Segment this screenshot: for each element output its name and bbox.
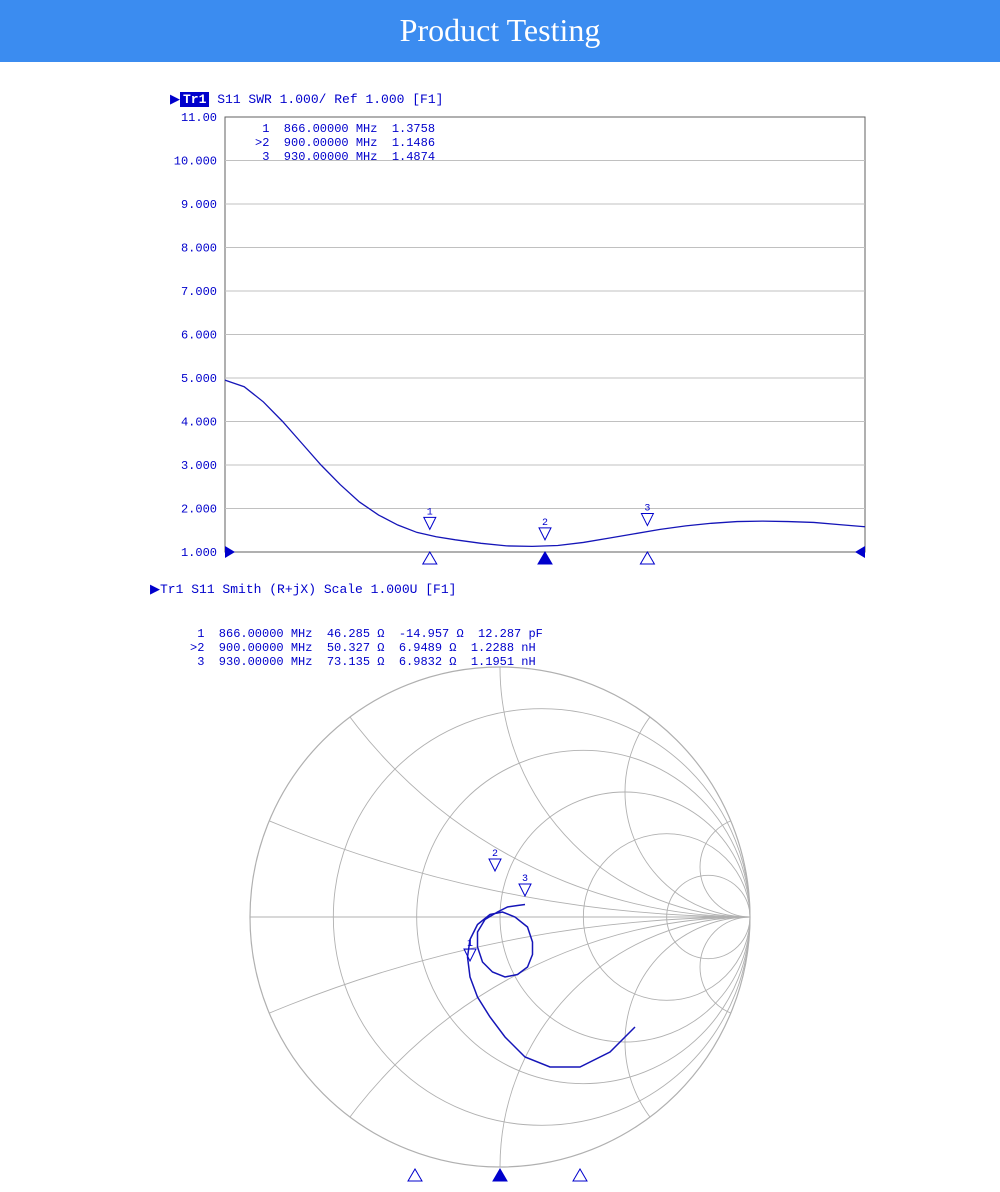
svg-text:5.000: 5.000	[181, 372, 217, 386]
svg-text:7.000: 7.000	[181, 285, 217, 299]
smith-chart-title: ▶Tr1 S11 Smith (R+jX) Scale 1.000U [F1]	[150, 582, 950, 597]
svg-text:1: 1	[467, 939, 473, 950]
svg-text:3: 3	[522, 874, 528, 885]
title-arrow-icon: ▶	[150, 582, 160, 597]
swr-title-text: S11 SWR 1.000/ Ref 1.000 [F1]	[217, 92, 443, 107]
smith-title-text: S11 Smith (R+jX) Scale 1.000U [F1]	[191, 582, 456, 597]
svg-text:10.000: 10.000	[174, 155, 217, 169]
svg-text:2: 2	[492, 849, 498, 860]
trace-badge: Tr1	[180, 92, 209, 107]
title-arrow-icon: ▶	[170, 92, 180, 107]
svg-text:4.000: 4.000	[181, 416, 217, 430]
smith-chart: 123 1 866.00000 MHz 46.285 Ω -14.957 Ω 1…	[150, 627, 850, 1167]
swr-chart-title: ▶Tr1 S11 SWR 1.000/ Ref 1.000 [F1]	[170, 92, 950, 107]
page-header-banner: Product Testing	[0, 0, 1000, 62]
svg-text:2.000: 2.000	[181, 503, 217, 517]
svg-text:1.000: 1.000	[181, 546, 217, 560]
smith-chart-svg: 123 1 866.00000 MHz 46.285 Ω -14.957 Ω 1…	[150, 627, 850, 1187]
swr-chart-container: ▶Tr1 S11 SWR 1.000/ Ref 1.000 [F1] 1.000…	[0, 62, 1000, 572]
page-title: Product Testing	[400, 12, 601, 48]
trace-badge: Tr1	[160, 582, 183, 597]
svg-text:9.000: 9.000	[181, 198, 217, 212]
svg-text:11.00: 11.00	[181, 112, 217, 125]
svg-text:8.000: 8.000	[181, 242, 217, 256]
svg-text:3: 3	[644, 504, 650, 515]
smith-chart-container: ▶Tr1 S11 Smith (R+jX) Scale 1.000U [F1] …	[0, 572, 1000, 1187]
svg-text:6.000: 6.000	[181, 329, 217, 343]
svg-text:1: 1	[427, 507, 433, 518]
svg-text:3.000: 3.000	[181, 459, 217, 473]
svg-text:2: 2	[542, 518, 548, 529]
swr-chart: 1.000 2.000 3.000 4.000 5.000 6.000 7.000 8.000…	[170, 112, 870, 562]
swr-chart-svg: 1.000 2.000 3.000 4.000 5.000 6.000 7.000 8.000…	[170, 112, 870, 572]
